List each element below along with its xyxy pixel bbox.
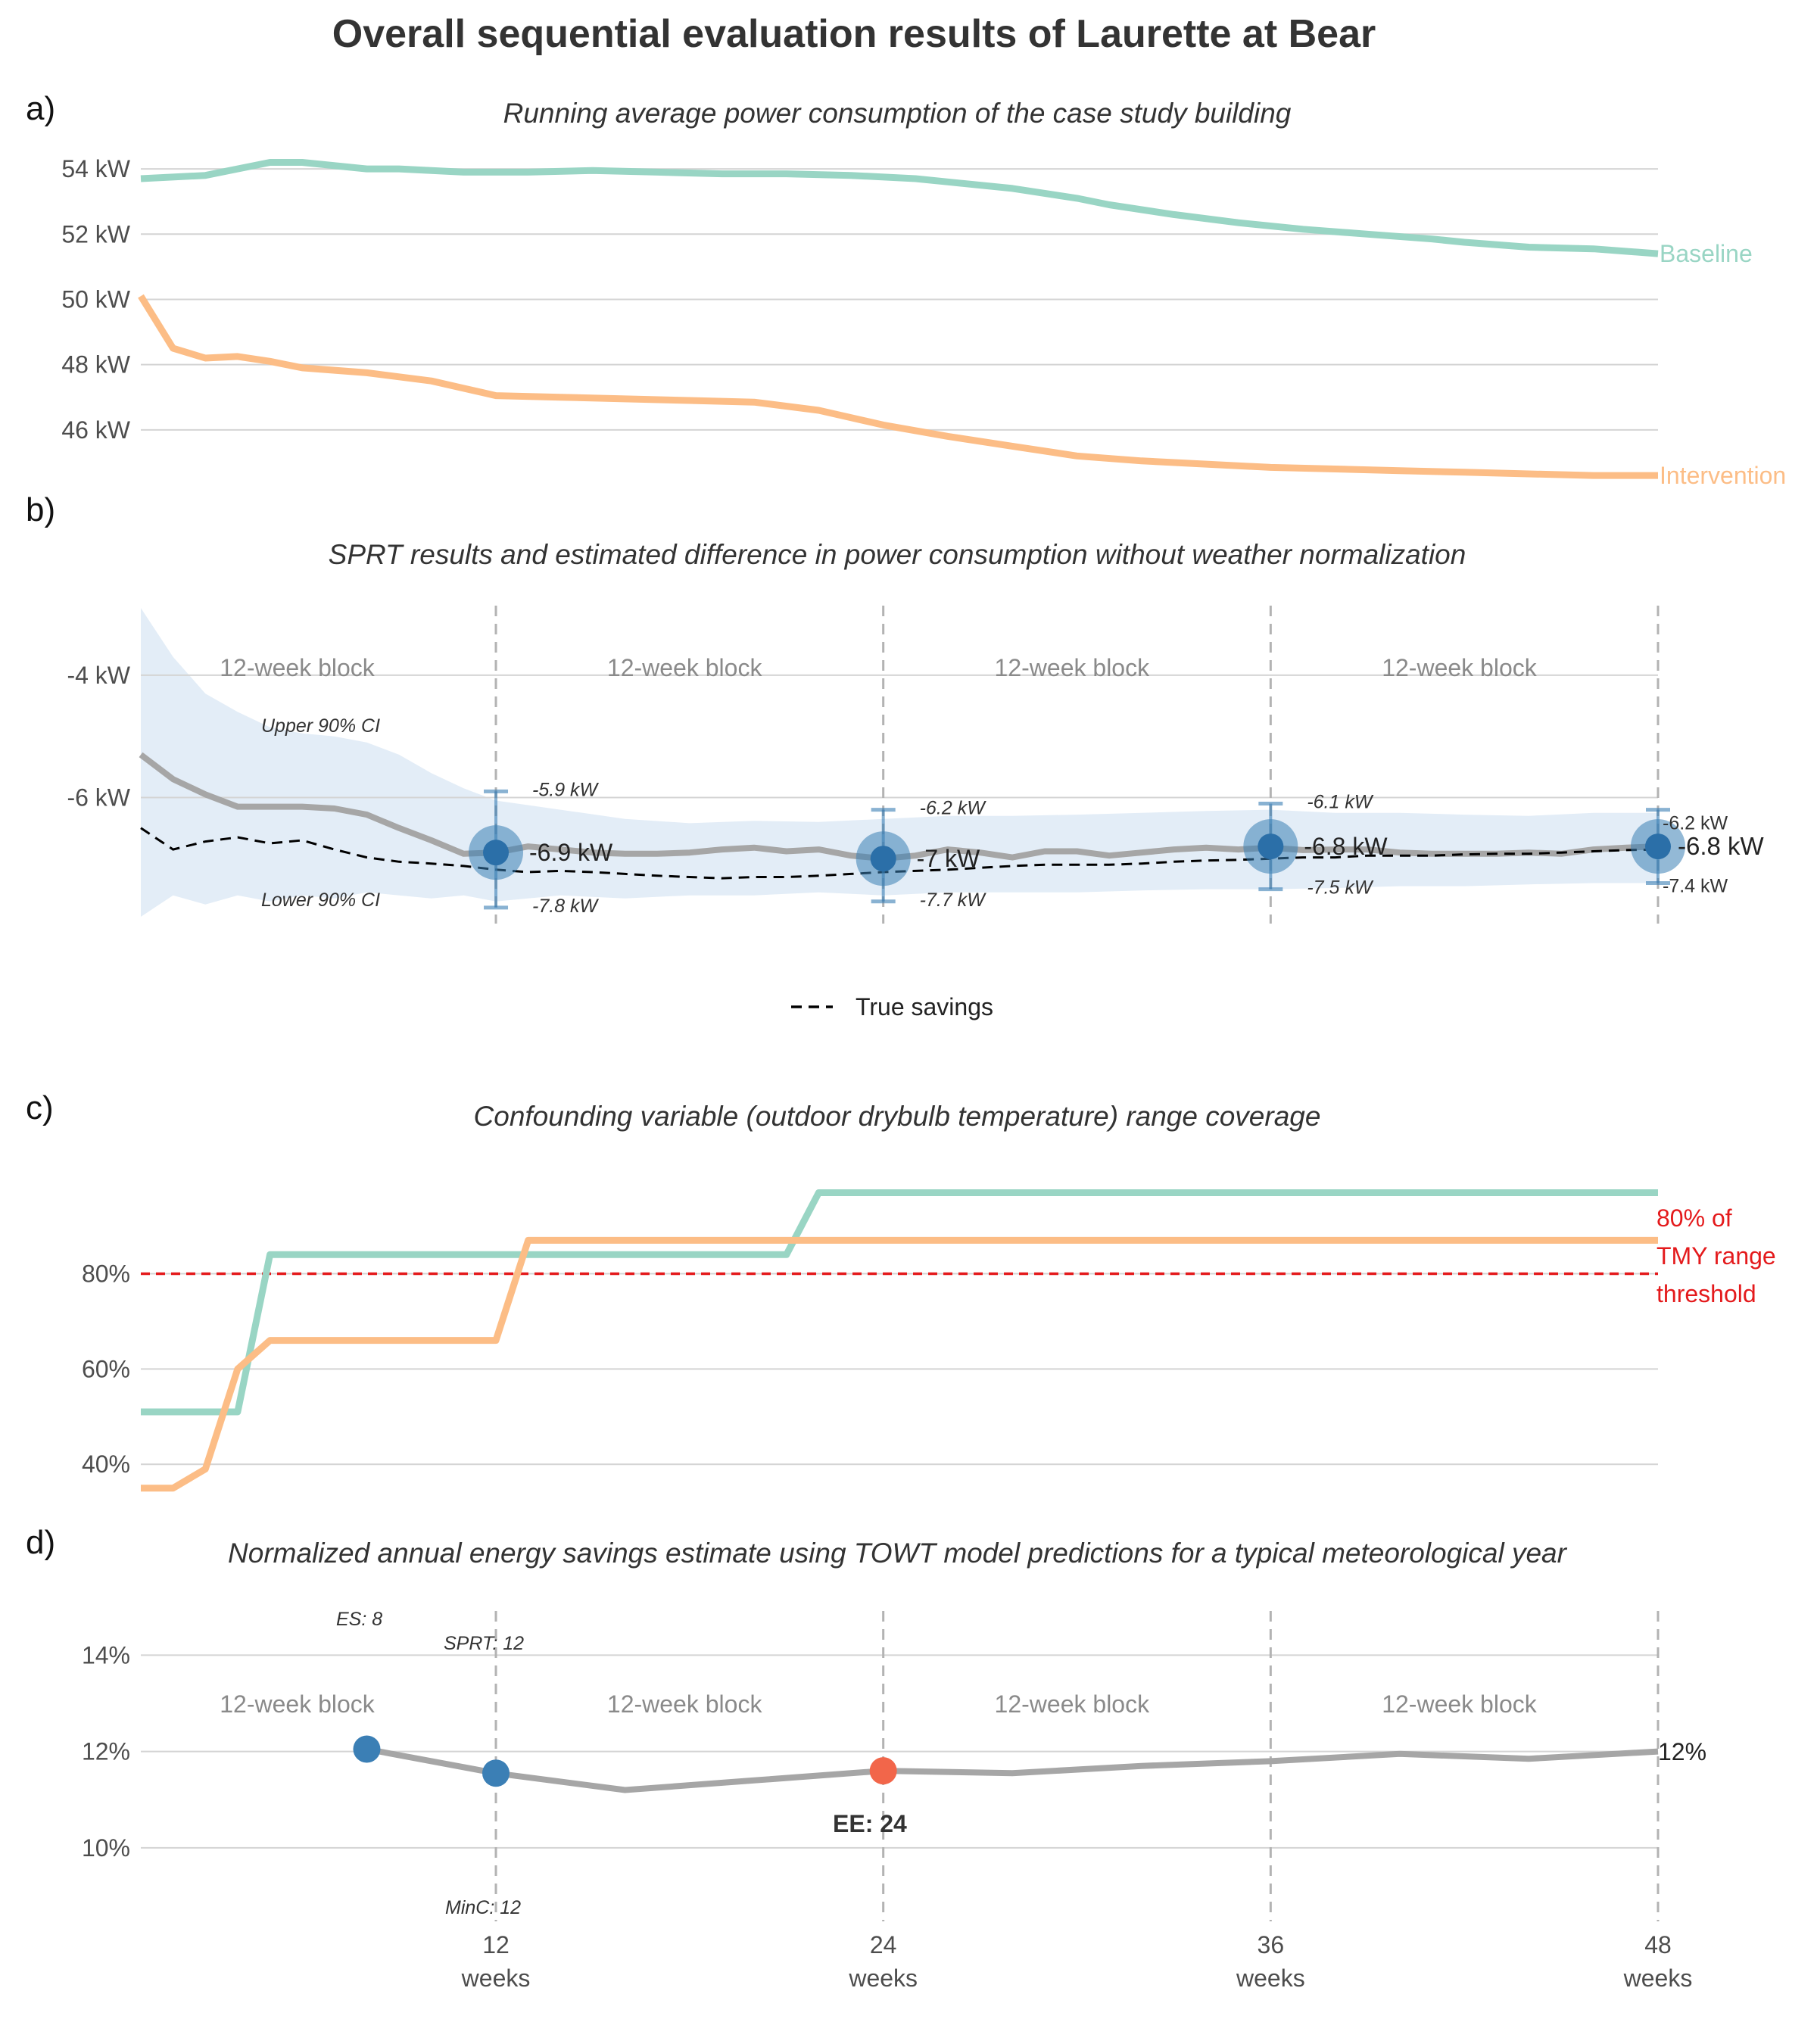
sprt-point	[870, 846, 896, 872]
sprt-upper-label: -6.2 kW	[1663, 813, 1728, 834]
threshold-label-line3: threshold	[1656, 1280, 1756, 1307]
sprt-upper-label: -6.1 kW	[1307, 792, 1374, 813]
panel-a-title: Running average power consumption of the…	[503, 98, 1292, 129]
panel-c-series	[141, 1189, 1658, 1492]
sprt-upper-label: -5.9 kW	[532, 779, 600, 800]
panel-d-y-tick-label: 12%	[82, 1738, 130, 1765]
panel-b-y-tick-label: -6 kW	[67, 784, 130, 811]
sprt-point	[1258, 833, 1284, 860]
panel-a-y-tick-label: 50 kW	[61, 285, 130, 313]
figure-title: Overall sequential evaluation results of…	[332, 12, 1376, 56]
panel-b-block-label: 12-week block	[1382, 654, 1538, 681]
panel-d-y-ticks: 14% 12% 10%	[82, 1641, 130, 1862]
ee-annotation: EE: 24	[833, 1810, 907, 1837]
panel-b: b) SPRT results and estimated difference…	[26, 491, 1765, 1020]
x-tick-unit: weeks	[848, 1965, 918, 1992]
panel-a-series: Baseline Intervention	[138, 159, 1786, 489]
panel-b-letter: b)	[26, 491, 55, 528]
sprt-point	[483, 840, 510, 866]
panel-c-intervention-line	[141, 1236, 1658, 1492]
panel-d: d) Normalized annual energy savings esti…	[26, 1524, 1706, 1992]
panel-b-block-label: 12-week block	[995, 654, 1151, 681]
panel-d-letter: d)	[26, 1524, 55, 1561]
sprt-estimate-label: -7 kW	[917, 845, 980, 872]
panel-a-intervention-line	[138, 294, 1658, 479]
panel-b-y-tick-label: -4 kW	[67, 662, 130, 689]
legend-true-savings-label: True savings	[856, 993, 993, 1020]
threshold-label-line1: 80% of	[1656, 1204, 1732, 1232]
panel-a-baseline-label: Baseline	[1660, 240, 1753, 267]
sprt-estimate-label: -6.9 kW	[529, 839, 613, 866]
panel-d-block-label: 12-week block	[607, 1690, 763, 1718]
panel-d-points	[353, 1735, 897, 1787]
panel-d-milestone-point	[353, 1735, 381, 1763]
panel-a-y-ticks: 54 kW 52 kW 50 kW 48 kW 46 kW	[61, 155, 130, 444]
sprt-lower-label: -7.5 kW	[1307, 877, 1374, 899]
panel-d-block-dividers	[494, 1611, 1660, 1921]
sprt-estimate-label: -6.8 kW	[1304, 833, 1388, 860]
sprt-annotation: SPRT: 12	[444, 1633, 524, 1654]
x-tick-number: 12	[482, 1931, 510, 1958]
x-tick-number: 24	[870, 1931, 897, 1958]
sprt-upper-label: -6.2 kW	[920, 798, 987, 819]
threshold-label: 80% of TMY range threshold	[1656, 1204, 1776, 1307]
panel-d-y-tick-label: 14%	[82, 1641, 130, 1669]
panel-c-y-tick-label: 40%	[82, 1450, 130, 1478]
sprt-lower-label: -7.7 kW	[920, 890, 987, 911]
panel-b-block-labels: 12-week block 12-week block 12-week block 1…	[220, 654, 1538, 681]
panel-b-block-label: 12-week block	[220, 654, 376, 681]
threshold-label-line2: TMY range	[1656, 1242, 1776, 1270]
panel-a-baseline-line	[140, 159, 1659, 257]
x-tick-unit: weeks	[1236, 1965, 1305, 1992]
panel-d-end-label: 12%	[1658, 1738, 1706, 1765]
panel-c-y-tick-label: 80%	[82, 1260, 130, 1287]
x-axis-ticks: 12 weeks 24 weeks 36 weeks 48 weeks	[461, 1931, 1693, 1992]
panel-b-legend: True savings	[791, 993, 993, 1020]
x-tick-number: 36	[1258, 1931, 1285, 1958]
panel-c-letter: c)	[26, 1089, 54, 1126]
panel-d-block-label: 12-week block	[1382, 1690, 1538, 1718]
panel-a-letter: a)	[26, 90, 55, 127]
panel-a-intervention-label: Intervention	[1660, 462, 1786, 489]
sprt-lower-label: -7.8 kW	[532, 896, 600, 917]
panel-d-series	[366, 1746, 1659, 1793]
panel-d-block-labels: 12-week block 12-week block 12-week block 1…	[220, 1690, 1538, 1718]
es-annotation: ES: 8	[336, 1609, 382, 1630]
panel-a-gridlines	[141, 168, 1658, 431]
x-tick-unit: weeks	[1623, 1965, 1693, 1992]
panel-b-y-ticks: -4 kW -6 kW	[67, 662, 130, 812]
panel-d-milestone-point	[869, 1757, 897, 1785]
panel-a-y-tick-label: 54 kW	[61, 155, 130, 182]
panel-d-block-label: 12-week block	[995, 1690, 1151, 1718]
sprt-point	[1645, 833, 1671, 860]
panel-d-savings-line	[366, 1746, 1659, 1793]
panel-a: a) Running average power consumption of …	[26, 90, 1786, 489]
panel-d-title: Normalized annual energy savings estimat…	[228, 1538, 1568, 1569]
panel-c-title: Confounding variable (outdoor drybulb te…	[474, 1101, 1321, 1132]
panel-b-estimate-labels: -6.9 kW -5.9 kW -7.8 kW -7 kW -6.2 kW -7.7 kW…	[529, 779, 1765, 916]
minc-annotation: MinC: 12	[445, 1897, 521, 1918]
panel-c-y-tick-label: 60%	[82, 1355, 130, 1382]
x-tick-unit: weeks	[461, 1965, 531, 1992]
sprt-estimate-label: -6.8 kW	[1678, 832, 1765, 860]
panel-a-y-tick-label: 46 kW	[61, 416, 130, 444]
panel-b-block-label: 12-week block	[607, 654, 763, 681]
panel-b-title: SPRT results and estimated difference in…	[329, 539, 1466, 570]
panel-d-milestone-point	[482, 1759, 510, 1787]
panel-b-gridlines	[141, 674, 1658, 799]
sprt-lower-label: -7.4 kW	[1663, 876, 1728, 897]
lower-ci-label: Lower 90% CI	[261, 890, 380, 911]
panel-a-y-tick-label: 48 kW	[61, 351, 130, 379]
panel-c-gridlines	[141, 1273, 1658, 1466]
upper-ci-label: Upper 90% CI	[261, 715, 380, 737]
panel-c-baseline-line	[141, 1189, 1658, 1416]
panel-a-y-tick-label: 52 kW	[61, 220, 130, 248]
panel-b-sprt-points	[469, 789, 1685, 910]
panel-c: c) Confounding variable (outdoor drybulb…	[26, 1089, 1776, 1492]
panel-c-y-ticks: 80% 60% 40%	[82, 1260, 130, 1478]
x-tick-number: 48	[1644, 1931, 1672, 1958]
panel-d-y-tick-label: 10%	[82, 1834, 130, 1862]
panel-d-block-label: 12-week block	[220, 1690, 376, 1718]
